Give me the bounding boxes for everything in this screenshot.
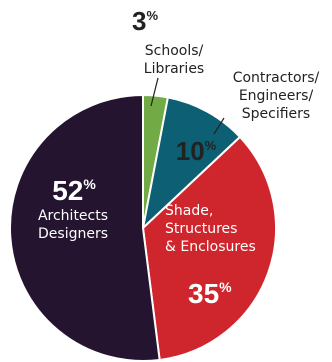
data-label-percent-sign-2: %	[219, 279, 232, 295]
slice-label-line-0-1: Libraries	[144, 61, 204, 77]
slice-label-line-1-1: Engineers/	[239, 88, 314, 104]
slice-label-group-1: 10% Contractors/Engineers/Specifiers	[176, 70, 320, 166]
data-label-value-2: 35%	[188, 278, 232, 309]
data-label-percent-sign-0: %	[146, 8, 158, 23]
slice-label-group-0: 3% Schools/Libraries	[132, 6, 204, 107]
slice-label-line-2-2: & Enclosures	[165, 239, 256, 255]
slice-label-line-1-2: Specifiers	[242, 106, 310, 122]
data-label-percent-sign-3: %	[83, 176, 96, 192]
pie-slice-1	[141, 96, 242, 231]
pie-slice-2	[141, 135, 277, 362]
data-label-number-0: 3	[132, 6, 146, 36]
slice-label-line-0-0: Schools/	[145, 43, 204, 59]
data-label-number-1: 10	[176, 136, 205, 166]
slice-label-line-1-0: Contractors/	[233, 70, 320, 86]
slice-label-line-3-1: Designers	[38, 226, 108, 242]
data-label-value-0: 3%	[132, 6, 158, 36]
data-label-value-3: 52%	[52, 175, 96, 206]
leader-line-0	[150, 77, 159, 107]
data-label-percent-sign-1: %	[205, 138, 217, 153]
slice-label-line-3-0: Architects	[38, 208, 108, 224]
slice-label-group-3: 52% Architects Designers	[38, 175, 108, 242]
slice-label-line-2-1: Structures	[165, 221, 237, 237]
data-label-number-2: 35	[188, 278, 219, 309]
pie-slice-3	[8, 93, 161, 362]
data-label-value-1: 10%	[176, 136, 217, 166]
data-label-number-3: 52	[52, 175, 83, 206]
slice-label-line-2-0: Shade,	[165, 203, 213, 219]
slice-label-group-2: 35% Shade, Structures & Enclosures	[165, 203, 256, 309]
leader-line-1	[213, 117, 225, 135]
